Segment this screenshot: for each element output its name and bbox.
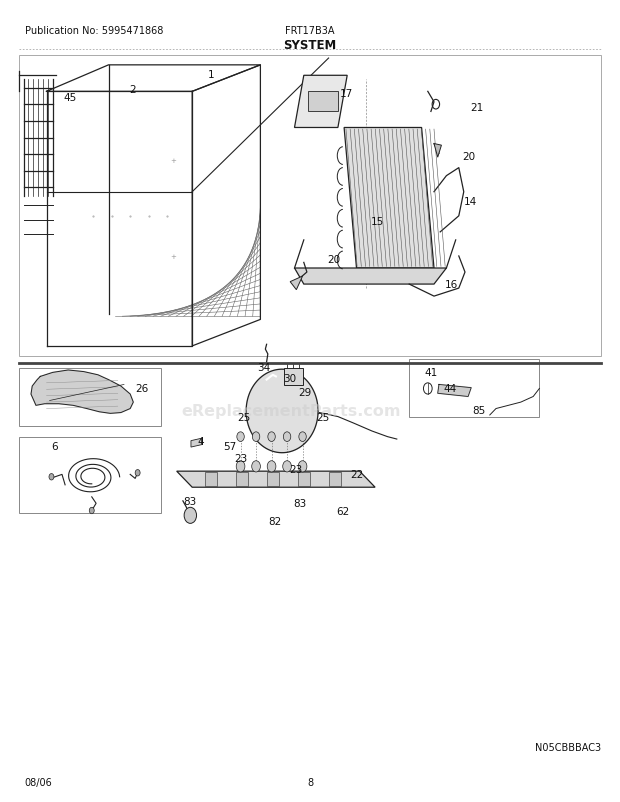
Text: 15: 15 [371,217,384,226]
Circle shape [298,461,307,472]
Bar [409,359,539,417]
Text: SYSTEM: SYSTEM [283,38,337,51]
Polygon shape [177,472,375,488]
Circle shape [267,461,276,472]
Bar [284,368,303,386]
Circle shape [49,474,54,480]
Polygon shape [290,277,303,290]
Text: 57: 57 [223,442,236,452]
Text: 62: 62 [336,507,349,516]
Text: 20: 20 [462,152,475,161]
Text: 25: 25 [316,412,329,422]
Text: 41: 41 [425,368,438,378]
Bar [205,472,217,487]
Text: FRT17B3A: FRT17B3A [285,26,335,36]
Circle shape [237,432,244,442]
Polygon shape [294,76,347,128]
Circle shape [252,461,260,472]
Text: 34: 34 [257,363,270,372]
Text: +: + [170,157,177,164]
Circle shape [236,461,245,472]
Text: 83: 83 [183,496,196,506]
Text: 45: 45 [63,93,76,103]
Bar [329,472,341,487]
Text: 08/06: 08/06 [25,777,53,787]
Text: 16: 16 [445,280,458,290]
Text: +: + [170,253,177,260]
Polygon shape [31,371,133,414]
Bar [19,369,161,427]
Text: 82: 82 [268,516,281,526]
Text: 44: 44 [443,384,456,394]
Text: 26: 26 [135,384,148,394]
Text: 1: 1 [208,71,215,80]
Circle shape [283,432,291,442]
Polygon shape [191,439,202,448]
Bar [236,472,248,487]
Polygon shape [344,128,434,269]
Text: 14: 14 [464,197,477,207]
Text: 23: 23 [289,464,302,474]
Polygon shape [246,370,318,453]
Text: 83: 83 [293,499,306,508]
Text: 6: 6 [51,442,58,452]
Text: 20: 20 [327,255,340,265]
Circle shape [283,461,291,472]
Text: 29: 29 [298,388,311,398]
Bar [19,437,161,513]
Text: 17: 17 [340,89,353,99]
Circle shape [89,508,94,514]
Circle shape [184,508,197,524]
Polygon shape [294,269,446,285]
Circle shape [252,432,260,442]
Text: 21: 21 [470,103,483,112]
Text: 2: 2 [129,85,136,95]
Circle shape [268,432,275,442]
Text: eReplacementParts.com: eReplacementParts.com [182,403,401,418]
Polygon shape [434,144,441,158]
Text: 4: 4 [197,436,204,446]
Text: 8: 8 [307,777,313,787]
Bar [19,56,601,357]
Bar [308,92,338,112]
Text: 23: 23 [234,454,247,464]
Text: Publication No: 5995471868: Publication No: 5995471868 [25,26,163,36]
Bar [298,472,310,487]
Text: 85: 85 [472,406,485,415]
Polygon shape [438,385,471,397]
Circle shape [135,470,140,476]
Text: 25: 25 [237,412,250,422]
Text: 30: 30 [283,374,296,383]
Bar [267,472,279,487]
Text: 22: 22 [350,470,363,480]
Circle shape [299,432,306,442]
Text: N05CBBBAC3: N05CBBBAC3 [535,743,601,752]
